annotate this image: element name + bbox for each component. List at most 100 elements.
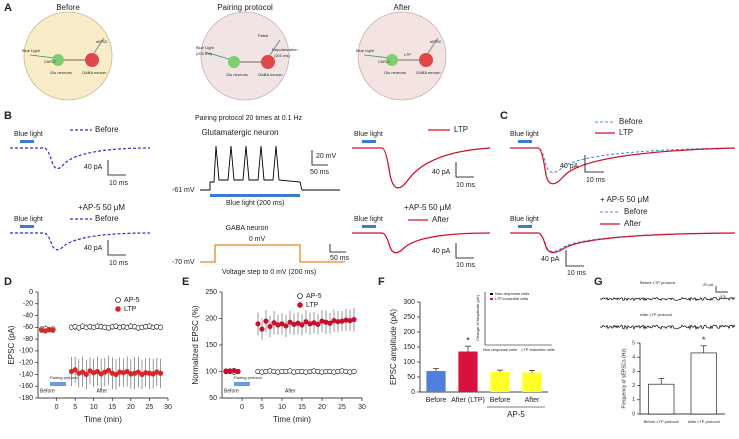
legend-label: LTP: [619, 128, 633, 137]
schematic-label: GABA neuron: [258, 72, 282, 77]
panel-label: F: [378, 276, 385, 288]
data-point: [283, 323, 289, 329]
data-point: [279, 321, 285, 327]
annotation: After: [97, 388, 108, 394]
schematic-label: Depolarization: [272, 47, 298, 52]
stim-label: Blue light: [510, 216, 539, 223]
inset-category: LTP-inducible cells: [521, 347, 554, 352]
y-tick-label: -160: [19, 383, 33, 390]
annotation: Before: [224, 388, 239, 394]
inset-category: Non-response cells: [483, 347, 517, 352]
y-tick-label: -120: [19, 360, 33, 367]
schematic-label: ChR-2: [378, 59, 390, 64]
panel-label: D: [4, 276, 12, 288]
scale-label: 10 ms: [109, 260, 129, 267]
schematic-title: Before: [56, 3, 80, 12]
schematic-label: Patch: [258, 33, 268, 38]
protocol-bar: [234, 382, 250, 386]
scale-label: 40 pA: [560, 163, 579, 170]
y-tick-label: 0: [411, 389, 415, 396]
inset-legend: LTP-inducible cells: [495, 296, 528, 301]
schematic-label: GABA neuron: [416, 70, 440, 75]
schematic-label: Blue Light: [22, 48, 41, 53]
data-point: [327, 320, 333, 326]
data-point: [351, 316, 357, 323]
y-axis-label: EPSC amplitude (pA): [389, 309, 398, 385]
x-tick-label: 30: [358, 404, 366, 411]
y-tick-label: 300: [403, 299, 415, 306]
x-tick-label: 30: [164, 404, 172, 411]
potential-label: 0 mV: [249, 236, 266, 243]
legend-label: LTP: [454, 125, 468, 134]
y-axis-label: EPSC (pA): [7, 325, 16, 364]
data-point: [94, 368, 101, 375]
scale-label: 10 ms: [567, 270, 587, 277]
x-tick-label: 15: [108, 404, 116, 411]
stim-label: Blue light: [354, 131, 383, 138]
drug-label: +AP-5 50 μM: [78, 203, 125, 212]
y-tick-label: 3: [632, 369, 635, 375]
potential-label: -70 mV: [172, 259, 195, 266]
legend-label: Before: [624, 207, 648, 216]
protocol-bar: [50, 382, 66, 386]
data-point: [50, 327, 56, 333]
schematic-label: Blue Light: [196, 45, 215, 50]
panel-label: G: [594, 276, 603, 288]
annotation: *: [466, 335, 470, 345]
scale-label: 50 ms: [330, 255, 350, 262]
data-point: [299, 322, 305, 328]
y-tick-label: 200: [403, 329, 415, 336]
bar: [690, 352, 717, 415]
y-tick-label: 2: [632, 383, 635, 389]
data-point: [113, 371, 119, 378]
y-tick-label: 100: [403, 359, 415, 366]
drug-label: + AP-5 50 μM: [600, 195, 649, 204]
y-tick-label: 150: [403, 344, 415, 351]
bar: [490, 371, 510, 392]
schematic-label: LTP: [404, 52, 411, 57]
data-point: [303, 319, 309, 325]
y-tick-label: 150: [205, 342, 217, 349]
schematic-label: Glu neurons: [384, 70, 406, 75]
y-tick-label: -100: [19, 348, 33, 355]
x-tick-label: 20: [318, 404, 326, 411]
data-point: [157, 370, 164, 376]
x-tick-label: 15: [298, 404, 306, 411]
schematic-label: ChR-2: [44, 59, 56, 64]
stim-label: Blue light (200 ms): [226, 200, 284, 207]
y-tick-label: 200: [205, 315, 217, 322]
x-axis-label: Time (min): [273, 415, 311, 424]
y-axis-label: Frequency of sEPSCs (Hz): [621, 348, 627, 408]
y-tick-label: 5: [632, 340, 635, 346]
legend-label: Before: [95, 214, 119, 223]
schematic-title: After: [394, 3, 411, 12]
y-tick-label: -60: [23, 324, 33, 331]
scale-label: 10 ms: [456, 182, 476, 189]
y-tick-label: 50: [407, 374, 415, 381]
legend-marker: [297, 293, 303, 299]
y-tick-label: -40: [23, 312, 33, 319]
x-tick-label: After (LTP): [451, 397, 485, 404]
x-tick-label: 5: [73, 404, 77, 411]
x-tick-label: 0: [240, 404, 244, 411]
bar: [648, 383, 675, 415]
legend-label: Before: [95, 125, 119, 134]
annotation: Pairing protocol: [234, 375, 262, 380]
trace-group: [600, 286, 736, 331]
y-tick-label: 250: [403, 314, 415, 321]
x-tick-label: 0: [55, 404, 59, 411]
trace-group: [10, 129, 151, 256]
data-point: [83, 371, 89, 378]
data-point: [72, 367, 78, 373]
panel-label: B: [4, 110, 12, 122]
stim-label: Blue light: [14, 216, 43, 223]
legend-marker: [297, 302, 303, 308]
legend-label: LTP: [124, 306, 137, 313]
x-tick-label: 20: [127, 404, 135, 411]
schematic-label: Glu neurons: [50, 70, 72, 75]
bar: [458, 351, 478, 392]
inset: [484, 292, 552, 346]
data-point: [255, 321, 261, 327]
trace-group: [510, 121, 736, 267]
